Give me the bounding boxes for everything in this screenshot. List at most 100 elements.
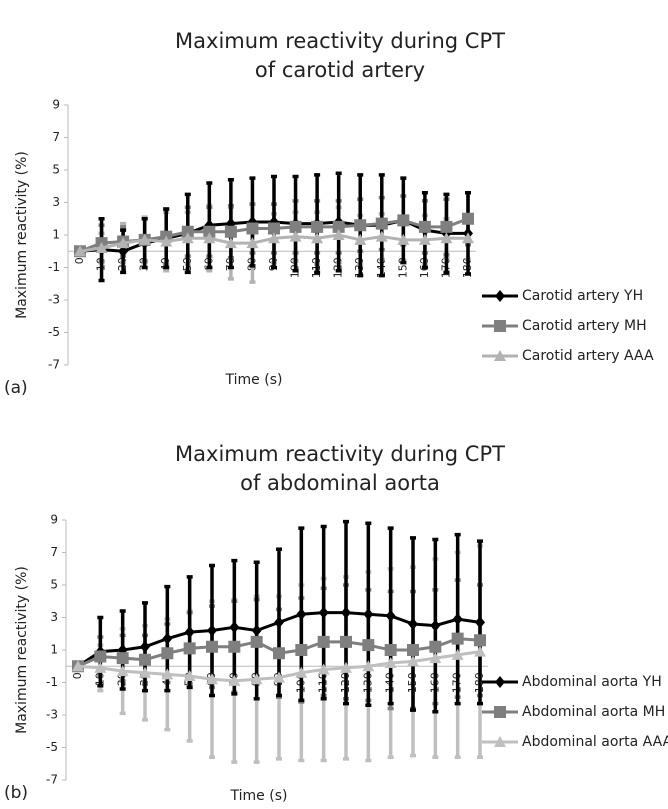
y-tick-label: -5 (48, 325, 60, 339)
data-point (203, 232, 216, 244)
chart-title: Maximum reactivity during CPT (175, 442, 505, 466)
chart-title: of carotid artery (255, 58, 425, 82)
data-point (161, 647, 174, 660)
data-point (362, 660, 375, 672)
legend-label: Carotid artery MH (522, 318, 647, 334)
data-point (375, 230, 388, 242)
x-tick-label: 0 (71, 672, 84, 679)
x-axis-label: Time (s) (230, 788, 288, 804)
y-tick-label: -1 (46, 675, 58, 689)
y-tick-label: -7 (46, 773, 58, 787)
data-point (318, 606, 329, 619)
data-point (273, 671, 285, 683)
data-point (139, 666, 151, 678)
data-point (397, 214, 410, 227)
x-tick-label: 0 (73, 257, 86, 264)
y-tick-label: 7 (50, 545, 58, 559)
chart-title: of abdominal aorta (240, 471, 440, 495)
data-point (384, 644, 397, 656)
data-point (474, 634, 486, 647)
y-tick-label: 1 (52, 228, 60, 242)
data-point (183, 642, 196, 655)
legend-marker (494, 736, 506, 747)
data-point (160, 235, 173, 247)
data-point (295, 644, 308, 656)
data-point (429, 640, 442, 653)
data-point (451, 632, 464, 645)
data-point (430, 619, 441, 632)
y-axis-label: Maximum reactivity (%) (14, 566, 30, 734)
data-point (332, 220, 345, 233)
legend-marker (495, 290, 505, 302)
data-point (224, 237, 237, 249)
data-point (397, 233, 410, 245)
data-point (250, 635, 263, 648)
data-point (206, 673, 218, 685)
data-point (440, 220, 453, 233)
data-point (268, 232, 280, 244)
data-point (268, 222, 280, 235)
data-point (139, 653, 151, 666)
legend-label: Abdominal aorta MH (522, 704, 665, 720)
data-point (418, 233, 431, 245)
legend-label: Abdominal aorta YH (522, 674, 662, 690)
data-point (118, 245, 129, 258)
data-point (317, 663, 330, 675)
data-point (385, 609, 396, 622)
data-point (117, 237, 130, 249)
y-tick-label: -1 (48, 260, 60, 274)
data-point (72, 660, 84, 672)
data-point (332, 229, 345, 240)
panel-label: (b) (4, 783, 28, 803)
data-point (228, 674, 241, 686)
data-point (183, 670, 196, 681)
data-point (246, 222, 259, 235)
data-point (140, 640, 150, 653)
legend-marker (494, 350, 506, 361)
data-point (207, 624, 217, 637)
data-point (228, 640, 241, 653)
panel-label: (a) (4, 378, 28, 398)
data-point (74, 245, 86, 257)
data-point (162, 632, 173, 645)
data-point (440, 232, 453, 244)
data-point (94, 661, 107, 673)
data-point (462, 232, 474, 244)
data-point (317, 635, 330, 648)
legend-label: Abdominal aorta AAA (522, 734, 668, 750)
data-point (206, 640, 218, 653)
data-point (138, 233, 151, 245)
y-tick-label: 3 (52, 195, 60, 209)
data-point (408, 618, 418, 630)
data-point (311, 220, 324, 233)
legend-marker (494, 706, 506, 718)
data-point (451, 648, 464, 660)
y-tick-label: 1 (50, 643, 58, 657)
data-point (407, 644, 419, 656)
data-point (116, 652, 129, 665)
data-point (340, 661, 352, 673)
data-point (184, 626, 195, 639)
data-point (94, 650, 107, 663)
y-tick-label: -7 (48, 358, 60, 372)
y-tick-label: -3 (46, 708, 58, 722)
data-point (116, 665, 129, 677)
data-point (375, 217, 388, 230)
data-point (273, 647, 285, 660)
data-point (354, 219, 367, 232)
data-point (341, 606, 351, 619)
data-point (475, 616, 485, 629)
legend-label: Carotid artery AAA (522, 348, 654, 364)
data-point (362, 639, 375, 652)
data-point (407, 655, 419, 667)
data-point (363, 608, 374, 621)
data-point (251, 624, 262, 637)
data-point (289, 230, 302, 242)
data-point (246, 237, 259, 249)
y-tick-label: 9 (52, 98, 60, 112)
legend-marker (495, 676, 505, 688)
data-point (161, 668, 174, 680)
chart-title: Maximum reactivity during CPT (175, 29, 505, 53)
y-tick-label: 5 (52, 163, 60, 177)
